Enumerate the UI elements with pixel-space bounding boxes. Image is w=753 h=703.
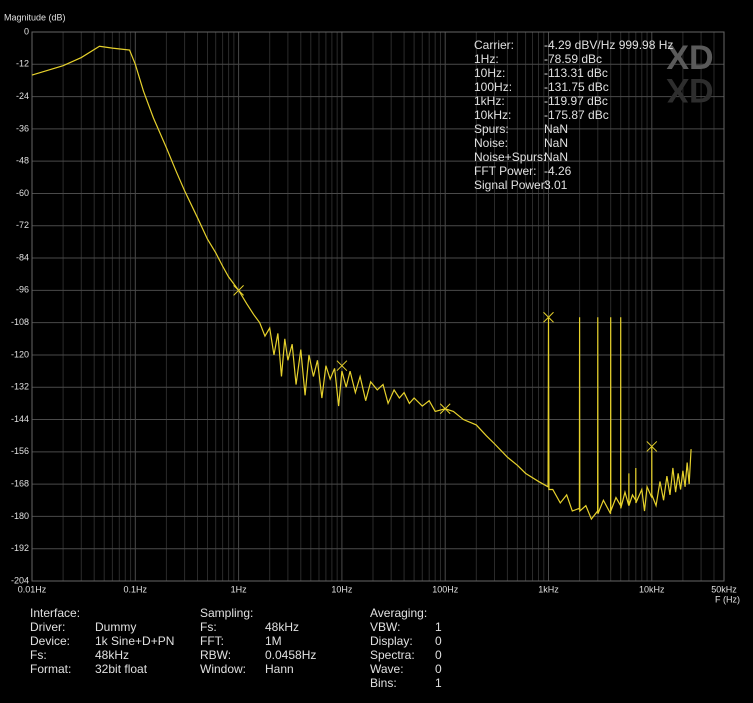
info-label: Device: <box>30 634 70 648</box>
plot-frame <box>31 31 725 582</box>
plot <box>31 45 692 521</box>
y-tick-label: -72 <box>16 220 29 230</box>
y-tick-label: -108 <box>11 317 29 327</box>
y-tick-label: -156 <box>11 446 29 456</box>
x-tick-label: 1Hz <box>231 584 248 594</box>
info-value: 1M <box>265 634 282 648</box>
y-tick-label: -84 <box>16 252 29 262</box>
readout-value: -131.75 dBc <box>544 80 609 94</box>
x-tick-label: 10Hz <box>331 584 353 594</box>
panel: Carrier: -4.29 dBV/Hz 999.98 Hz 1Hz: -78.59… <box>30 38 673 690</box>
readout-label: 1Hz: <box>474 52 499 66</box>
readout-label: Noise: <box>474 136 508 150</box>
info-label: Fs: <box>30 648 47 662</box>
y-tick-label: -24 <box>16 91 29 101</box>
y-tick-label: 0 <box>24 26 29 36</box>
x-tick-label: 0.1Hz <box>124 584 148 594</box>
readout-value: -78.59 dBc <box>544 52 602 66</box>
readout-value: NaN <box>544 136 568 150</box>
info-label: Display: <box>370 634 413 648</box>
x-tick-label: 100Hz <box>432 584 459 594</box>
logo: XD <box>666 39 713 77</box>
info-title: Averaging: <box>370 606 427 620</box>
readout-label: 100Hz: <box>474 80 512 94</box>
y-axis-label: Magnitude (dB) <box>4 12 66 22</box>
info-label: Wave: <box>370 662 404 676</box>
y-tick-label: -180 <box>11 511 29 521</box>
readout-label: Spurs: <box>474 122 509 136</box>
y-tick-label: -132 <box>11 382 29 392</box>
marker <box>233 284 244 296</box>
y-tick-label: -192 <box>11 543 29 553</box>
y-tick-label: -96 <box>16 285 29 295</box>
info-label: RBW: <box>200 648 231 662</box>
info-value: Dummy <box>95 620 136 634</box>
x-tick-label: 1kHz <box>538 584 559 594</box>
y-tick-label: -144 <box>11 414 29 424</box>
readout-value: NaN <box>544 150 568 164</box>
readout-label: Signal Power: <box>474 178 548 192</box>
y-tick-label: -120 <box>11 349 29 359</box>
info-label: Window: <box>200 662 246 676</box>
series-line <box>31 45 692 521</box>
info-value: 1 <box>435 620 442 634</box>
readout-label: Noise+Spurs: <box>474 150 546 164</box>
marker <box>543 311 554 323</box>
info-value: 32bit float <box>95 662 148 676</box>
info-value: 1k Sine+D+PN <box>95 634 174 648</box>
info-value: 48kHz <box>265 620 299 634</box>
info-value: 48kHz <box>95 648 129 662</box>
info-label: FFT: <box>200 634 224 648</box>
info-value: 0.0458Hz <box>265 648 316 662</box>
x-axis-label: F (Hz) <box>715 594 740 604</box>
x-tick-label: 10kHz <box>639 584 665 594</box>
y-tick-label: -48 <box>16 156 29 166</box>
info-value: Hann <box>265 662 294 676</box>
marker <box>336 360 348 372</box>
info-label: Bins: <box>370 676 397 690</box>
readout-label: 10Hz: <box>474 66 505 80</box>
info-label: Format: <box>30 662 71 676</box>
readout-value: -4.29 dBV/Hz 999.98 Hz <box>544 38 673 52</box>
info-label: Fs: <box>200 620 217 634</box>
info-label: Driver: <box>30 620 65 634</box>
readout-value: -119.97 dBc <box>544 94 608 108</box>
y-tick-label: -168 <box>11 478 29 488</box>
y-tick-label: -36 <box>16 123 29 133</box>
readout-value: 3.01 <box>544 178 568 192</box>
info-title: Interface: <box>30 606 80 620</box>
marker <box>646 441 658 452</box>
readout-label: FFT Power: <box>474 164 536 178</box>
readout-label: 1kHz: <box>474 94 505 108</box>
info-value: 1 <box>435 676 442 690</box>
readout-value: NaN <box>544 122 568 136</box>
info-value: 0 <box>435 634 442 648</box>
info-value: 0 <box>435 662 442 676</box>
info-label: Spectra: <box>370 648 415 662</box>
marker <box>439 403 451 415</box>
readout-label: 10kHz: <box>474 108 511 122</box>
readout-value: -175.87 dBc <box>544 108 609 122</box>
info-value: 0 <box>435 648 442 662</box>
info-title: Sampling: <box>200 606 253 620</box>
info-label: VBW: <box>370 620 400 634</box>
logo-reflection: XD <box>666 71 713 109</box>
y-tick-label: -12 <box>16 59 29 69</box>
x-tick-label: 0.01Hz <box>18 584 47 594</box>
readout-value: -4.26 <box>544 164 572 178</box>
y-tick-label: -204 <box>11 575 29 585</box>
y-tick-label: -60 <box>16 188 29 198</box>
readout-label: Carrier: <box>474 38 514 52</box>
readout-value: -113.31 dBc <box>544 66 608 80</box>
x-tick-label: 50kHz <box>711 584 737 594</box>
